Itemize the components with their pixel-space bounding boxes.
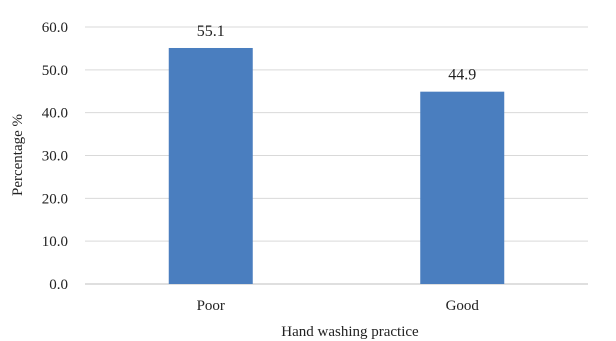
x-tick-label-poor: Poor	[197, 298, 225, 314]
y-tick-label: 30.0	[42, 149, 68, 165]
x-axis-title: Hand washing practice	[281, 324, 419, 340]
x-tick-label-good: Good	[446, 298, 480, 314]
data-label-good: 44.9	[448, 67, 476, 84]
x-axis-ticks: Poor Good	[197, 298, 480, 314]
data-label-poor: 55.1	[197, 23, 225, 40]
y-tick-label: 50.0	[42, 63, 68, 79]
y-tick-label: 60.0	[42, 20, 68, 36]
y-tick-label: 0.0	[49, 277, 68, 293]
y-tick-label: 20.0	[42, 191, 68, 207]
bars	[168, 47, 505, 284]
y-tick-label: 40.0	[42, 106, 68, 122]
y-tick-label: 10.0	[42, 234, 68, 250]
data-labels: 55.1 44.9	[197, 23, 477, 84]
bar-poor	[168, 47, 253, 284]
y-axis-title: Percentage %	[10, 114, 26, 196]
y-axis-ticks: 0.0 10.0 20.0 30.0 40.0 50.0 60.0	[42, 20, 68, 293]
gridlines	[85, 26, 588, 285]
bar-good	[420, 91, 505, 284]
